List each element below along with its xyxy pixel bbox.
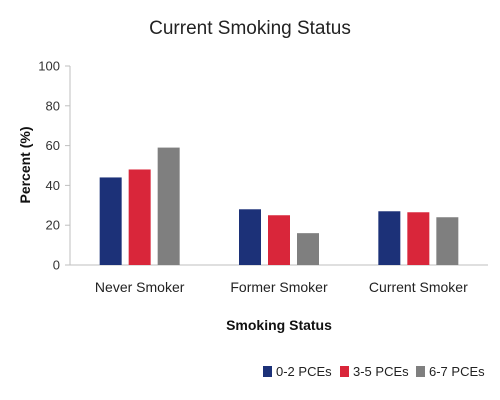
- x-axis-category-labels: Never Smoker Former Smoker Current Smoker: [95, 279, 468, 295]
- bar-0-2-pces-former-smoker: [239, 209, 261, 265]
- y-tick-label: 40: [46, 178, 60, 193]
- y-tick-label: 100: [38, 59, 60, 74]
- bar-group: [99, 147, 459, 265]
- x-category-label: Never Smoker: [95, 279, 185, 295]
- legend: 0-2 PCEs 3-5 PCEs 6-7 PCEs: [263, 364, 485, 379]
- bar-3-5-pces-former-smoker: [268, 215, 290, 265]
- bar-0-2-pces-current-smoker: [378, 211, 401, 265]
- y-axis-title: Percent (%): [17, 126, 33, 203]
- chart-title: Current Smoking Status: [149, 18, 351, 39]
- legend-label: 6-7 PCEs: [429, 364, 485, 379]
- y-axis-ticks: 0 20 40 60 80 100: [38, 59, 70, 273]
- x-category-label: Former Smoker: [230, 279, 328, 295]
- bar-3-5-pces-current-smoker: [407, 212, 430, 265]
- x-axis-title: Smoking Status: [226, 317, 332, 333]
- legend-swatch: [340, 366, 349, 377]
- bar-6-7-pces-former-smoker: [297, 233, 319, 265]
- x-category-label: Current Smoker: [369, 279, 468, 295]
- legend-swatch: [416, 366, 425, 377]
- legend-label: 3-5 PCEs: [353, 364, 409, 379]
- legend-label: 0-2 PCEs: [276, 364, 332, 379]
- bar-6-7-pces-current-smoker: [436, 217, 459, 265]
- y-tick-label: 80: [46, 98, 60, 113]
- y-tick-label: 20: [46, 218, 60, 233]
- bar-6-7-pces-never-smoker: [157, 147, 180, 265]
- bar-3-5-pces-never-smoker: [128, 169, 151, 265]
- bar-0-2-pces-never-smoker: [99, 177, 122, 265]
- y-tick-label: 60: [46, 138, 60, 153]
- y-tick-label: 0: [53, 258, 60, 273]
- legend-swatch: [263, 366, 272, 377]
